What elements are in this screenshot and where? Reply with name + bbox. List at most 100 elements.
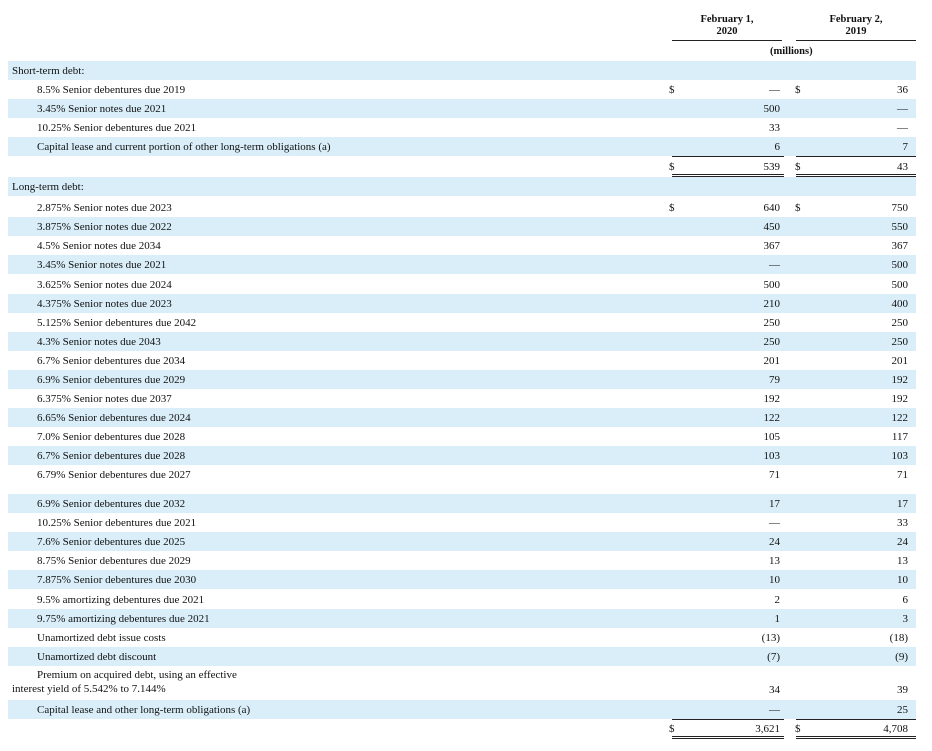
value-2019: — <box>897 122 908 134</box>
value-2020: 33 <box>769 122 780 134</box>
row-label: Unamortized debt issue costs <box>37 632 166 644</box>
column-header-2020-line1: February 1, <box>700 14 754 25</box>
dollar-sign: $ <box>795 202 801 214</box>
value-2019: 103 <box>891 450 909 462</box>
table-row: 3.45% Senior notes due 2021 500 — <box>8 99 916 118</box>
value-2020: 105 <box>763 431 781 443</box>
row-label: 7.0% Senior debentures due 2028 <box>37 431 186 443</box>
value-2019: 122 <box>891 412 909 424</box>
value-2019: 192 <box>891 393 909 405</box>
value-2020: 103 <box>763 450 781 462</box>
value-2019: 25 <box>897 704 908 716</box>
value-2020: 2 <box>774 594 781 606</box>
row-label: 6.9% Senior debentures due 2032 <box>37 498 186 510</box>
row-label: 6.79% Senior debentures due 2027 <box>37 469 191 481</box>
row-label: 9.5% amortizing debentures due 2021 <box>37 594 205 606</box>
dollar-sign: $ <box>795 161 801 173</box>
value-2020: (7) <box>767 651 780 663</box>
column-header-underline <box>672 40 782 41</box>
value-2019: 3 <box>902 613 909 625</box>
value-2019: 250 <box>891 317 909 329</box>
value-2020: 10 <box>769 574 780 586</box>
value-2020: — <box>769 704 780 716</box>
dollar-sign: $ <box>795 84 801 96</box>
table-row: 2.875% Senior notes due 2023 $ $640 750 <box>8 198 916 217</box>
table-row: 8.75% Senior debentures due 2029 13 13 <box>8 551 916 570</box>
row-label: 4.5% Senior notes due 2034 <box>37 240 161 252</box>
value-2019: 36 <box>897 84 908 96</box>
value-2019: 7 <box>902 141 909 153</box>
units-label: (millions) <box>770 46 813 57</box>
row-label: Long-term debt: <box>12 181 84 193</box>
row-label: 10.25% Senior debentures due 2021 <box>37 517 197 529</box>
value-2020: 500 <box>763 103 781 115</box>
row-label: Unamortized debt discount <box>37 651 157 663</box>
value-2019: 367 <box>891 240 909 252</box>
row-label: 3.625% Senior notes due 2024 <box>37 279 172 291</box>
row-label: 4.3% Senior notes due 2043 <box>37 336 161 348</box>
row-label: 6.375% Senior notes due 2037 <box>37 393 172 405</box>
value-2020: 539 <box>763 161 781 173</box>
value-2020: 17 <box>769 498 780 510</box>
value-2020: 640 <box>763 202 781 214</box>
value-2019: 6 <box>902 594 909 606</box>
dollar-sign: $ <box>669 723 675 735</box>
value-2020: 250 <box>763 336 781 348</box>
value-2019: 400 <box>891 298 909 310</box>
value-2020: 13 <box>769 555 780 567</box>
value-2019: 201 <box>891 355 909 367</box>
column-header-underline <box>796 40 916 41</box>
row-label: Capital lease and other long-term obliga… <box>37 704 251 716</box>
subtotal-rule <box>796 156 916 157</box>
row-label: 2.875% Senior notes due 2023 <box>37 202 172 214</box>
table-row: Unamortized debt discount (7) (9) <box>8 647 916 666</box>
row-label: Capital lease and current portion of oth… <box>37 141 331 153</box>
table-row: 10.25% Senior debentures due 2021 33 — <box>8 118 916 137</box>
value-2019: 500 <box>891 259 909 271</box>
value-2019: — <box>897 103 908 115</box>
value-2020: 367 <box>763 240 781 252</box>
value-2020: 250 <box>763 317 781 329</box>
value-2019: 17 <box>897 498 908 510</box>
table-header: February 1, 2020 February 2, 2019 (milli… <box>0 0 932 60</box>
row-label: Premium on acquired debt, using an effec… <box>37 669 237 681</box>
value-2019: 39 <box>897 684 908 696</box>
row-label: 3.875% Senior notes due 2022 <box>37 221 172 233</box>
table-row: 3.45% Senior notes due 2021 — 500 <box>8 255 916 274</box>
dollar-sign: $ <box>669 84 675 96</box>
value-2020: 34 <box>769 684 780 696</box>
value-2020: 6 <box>774 141 781 153</box>
value-2020: 201 <box>763 355 781 367</box>
row-label: 10.25% Senior debentures due 2021 <box>37 122 197 134</box>
value-2019: 33 <box>897 517 908 529</box>
value-2019: 192 <box>891 374 909 386</box>
value-2020: 1 <box>774 613 781 625</box>
row-label: 6.7% Senior debentures due 2028 <box>37 450 186 462</box>
table-row: 6.7% Senior debentures due 2034 201 201 <box>8 351 916 370</box>
total-double-rule <box>672 174 784 177</box>
table-row: Unamortized debt issue costs (13) (18) <box>8 628 916 647</box>
value-2020: 24 <box>769 536 780 548</box>
value-2019: 43 <box>897 161 908 173</box>
table-row: 6.7% Senior debentures due 2028 103 103 <box>8 446 916 465</box>
column-header-2019-line2: 2019 <box>845 26 867 37</box>
table-row: Short-term debt: <box>8 61 916 80</box>
subtotal-rule <box>796 719 916 720</box>
value-2020: 79 <box>769 374 780 386</box>
table-row: 9.5% amortizing debentures due 2021 2 6 <box>8 590 916 609</box>
row-label: 4.375% Senior notes due 2023 <box>37 298 172 310</box>
table-row: 7.0% Senior debentures due 2028 105 117 <box>8 427 916 446</box>
dollar-sign: $ <box>669 161 675 173</box>
table-row: 8.5% Senior debentures due 2019 $ $ — 36 <box>8 80 916 99</box>
table-row: 9.75% amortizing debentures due 2021 1 3 <box>8 609 916 628</box>
dollar-sign: $ <box>669 202 675 214</box>
row-label: 5.125% Senior debentures due 2042 <box>37 317 197 329</box>
table-row: Capital lease and current portion of oth… <box>8 137 916 156</box>
column-header-2020-line2: 2020 <box>716 26 738 37</box>
value-2019: 13 <box>897 555 908 567</box>
column-header-2019: February 2, 2019 <box>796 14 916 41</box>
value-2019: 71 <box>897 469 908 481</box>
table-row: 3.875% Senior notes due 2022 450 550 <box>8 217 916 236</box>
row-label: 6.7% Senior debentures due 2034 <box>37 355 186 367</box>
